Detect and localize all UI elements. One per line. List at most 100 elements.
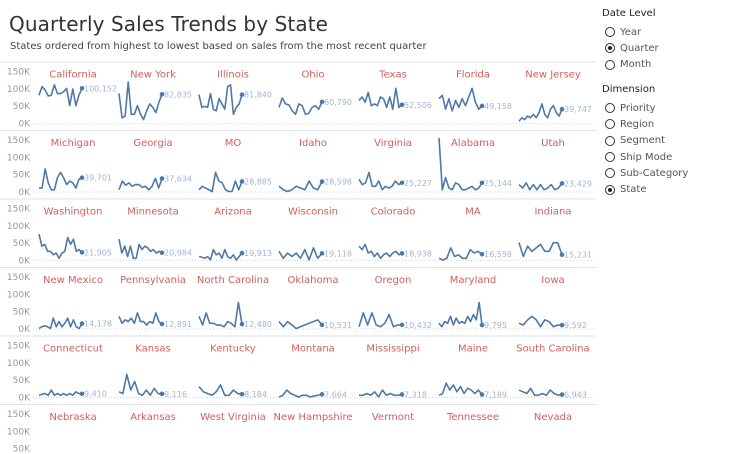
- state-panel-colorado: Colorado 18,938: [358, 207, 432, 260]
- last-quarter-point: [479, 322, 485, 328]
- last-quarter-value: 21,905: [84, 248, 112, 257]
- radio-circle-icon[interactable]: [605, 43, 615, 54]
- state-name: Oklahoma: [288, 275, 339, 286]
- y-tick-label: 0K: [18, 325, 31, 335]
- last-quarter-value: 19,913: [244, 249, 272, 258]
- radio-label: Segment: [620, 135, 665, 147]
- sales-line: [38, 84, 83, 107]
- y-tick-label: 0K: [18, 257, 31, 267]
- date-level-title: Date Level: [602, 8, 656, 19]
- last-quarter-value: 100,152: [84, 84, 117, 93]
- sales-line: [38, 317, 83, 330]
- state-name: Mississippi: [366, 344, 419, 355]
- radio-priority[interactable]: Priority: [602, 100, 688, 116]
- state-panel-tennessee: Tennessee: [446, 412, 499, 423]
- last-quarter-point: [79, 321, 85, 326]
- last-quarter-point: [559, 252, 565, 258]
- radio-circle-icon[interactable]: [605, 119, 615, 130]
- state-panel-new-jersey: New Jersey 39,747: [518, 70, 592, 122]
- y-tick-label: 50K: [13, 445, 31, 454]
- last-quarter-point: [559, 322, 565, 328]
- state-name: Maryland: [450, 275, 496, 286]
- sales-line: [359, 389, 403, 398]
- last-quarter-value: 6,943: [564, 391, 587, 400]
- radio-month[interactable]: Month: [602, 57, 659, 73]
- last-quarter-value: 28,885: [244, 177, 272, 186]
- radio-circle-icon[interactable]: [605, 168, 615, 179]
- sales-line: [278, 247, 323, 261]
- y-tick-label: 0K: [18, 188, 31, 198]
- y-tick-label: 0K: [18, 120, 31, 130]
- radio-quarter[interactable]: Quarter: [602, 40, 659, 56]
- last-quarter-point: [319, 99, 325, 105]
- radio-label: Year: [620, 26, 642, 38]
- state-name: Wisconsin: [288, 207, 338, 218]
- small-multiples-chart: 150K 100K 50K 0K 150K 100K 50K 0K 150K 100K 50K 0K 1…: [0, 61, 596, 454]
- last-quarter-point: [319, 251, 325, 256]
- sales-line: [438, 382, 483, 396]
- state-panel-maryland: Maryland 9,795: [438, 275, 507, 330]
- state-name: Connecticut: [43, 344, 103, 355]
- radio-circle-icon[interactable]: [605, 103, 615, 114]
- state-panel-kentucky: Kentucky 8,184: [198, 344, 267, 399]
- last-quarter-value: 15,231: [564, 251, 592, 260]
- state-name: Virginia: [374, 138, 412, 149]
- state-panel-nevada: Nevada: [534, 412, 572, 423]
- state-panel-montana: Montana 7,664: [278, 344, 347, 399]
- last-quarter-point: [479, 103, 485, 109]
- radio-ship-mode[interactable]: Ship Mode: [602, 149, 688, 165]
- radio-region[interactable]: Region: [602, 116, 688, 132]
- state-panel-illinois: Illinois 81,840: [198, 70, 272, 116]
- last-quarter-point: [239, 92, 245, 97]
- sales-line: [118, 373, 163, 397]
- state-name: Vermont: [372, 412, 414, 423]
- y-tick-label: 150K: [7, 410, 31, 420]
- y-tick-label: 50K: [13, 239, 31, 249]
- state-panel-california: California 100,152: [38, 70, 117, 107]
- state-name: South Carolina: [516, 344, 589, 355]
- radio-circle-icon[interactable]: [605, 152, 615, 163]
- last-quarter-value: 25,227: [404, 179, 432, 188]
- sales-line: [518, 182, 563, 191]
- last-quarter-point: [159, 391, 165, 397]
- last-quarter-value: 9,592: [564, 321, 587, 330]
- last-quarter-value: 9,795: [484, 321, 507, 330]
- radio-circle-icon[interactable]: [605, 184, 615, 195]
- last-quarter-value: 25,144: [484, 179, 512, 188]
- state-panel-north-carolina: North Carolina 12,480: [197, 275, 272, 329]
- last-quarter-value: 8,184: [244, 390, 267, 399]
- sales-line: [438, 137, 483, 191]
- radio-circle-icon[interactable]: [605, 27, 615, 38]
- state-name: Idaho: [299, 138, 327, 149]
- sales-line: [38, 389, 83, 397]
- radio-circle-icon[interactable]: [605, 135, 615, 146]
- y-tick-label: 100K: [7, 222, 31, 232]
- radio-circle-icon[interactable]: [605, 59, 615, 70]
- state-panel-texas: Texas 52,506: [358, 70, 432, 110]
- radio-label: Month: [620, 59, 652, 71]
- sales-line: [358, 87, 403, 110]
- state-name: Texas: [378, 70, 407, 81]
- state-name: Indiana: [534, 207, 571, 218]
- radio-state[interactable]: State: [602, 181, 688, 197]
- radio-year[interactable]: Year: [602, 24, 659, 40]
- last-quarter-value: 12,480: [244, 320, 272, 329]
- y-tick-label: 150K: [7, 136, 31, 146]
- radio-segment[interactable]: Segment: [602, 133, 688, 149]
- state-panel-kansas: Kansas 9,116: [118, 344, 187, 399]
- state-name: Ohio: [301, 70, 324, 81]
- state-name: MO: [225, 138, 242, 149]
- sales-line: [198, 248, 243, 261]
- last-quarter-point: [399, 392, 405, 397]
- last-quarter-value: 9,116: [164, 390, 187, 399]
- state-name: California: [49, 70, 97, 81]
- radio-sub-category[interactable]: Sub-Category: [602, 165, 688, 181]
- sales-line: [278, 389, 323, 398]
- page-title: Quarterly Sales Trends by State: [9, 12, 329, 36]
- sales-line: [118, 312, 163, 326]
- state-panel-arizona: Arizona 19,913: [198, 207, 272, 261]
- sales-line: [438, 247, 483, 261]
- y-tick-label: 100K: [7, 153, 31, 163]
- last-quarter-value: 19,118: [324, 249, 352, 258]
- last-quarter-point: [559, 181, 565, 186]
